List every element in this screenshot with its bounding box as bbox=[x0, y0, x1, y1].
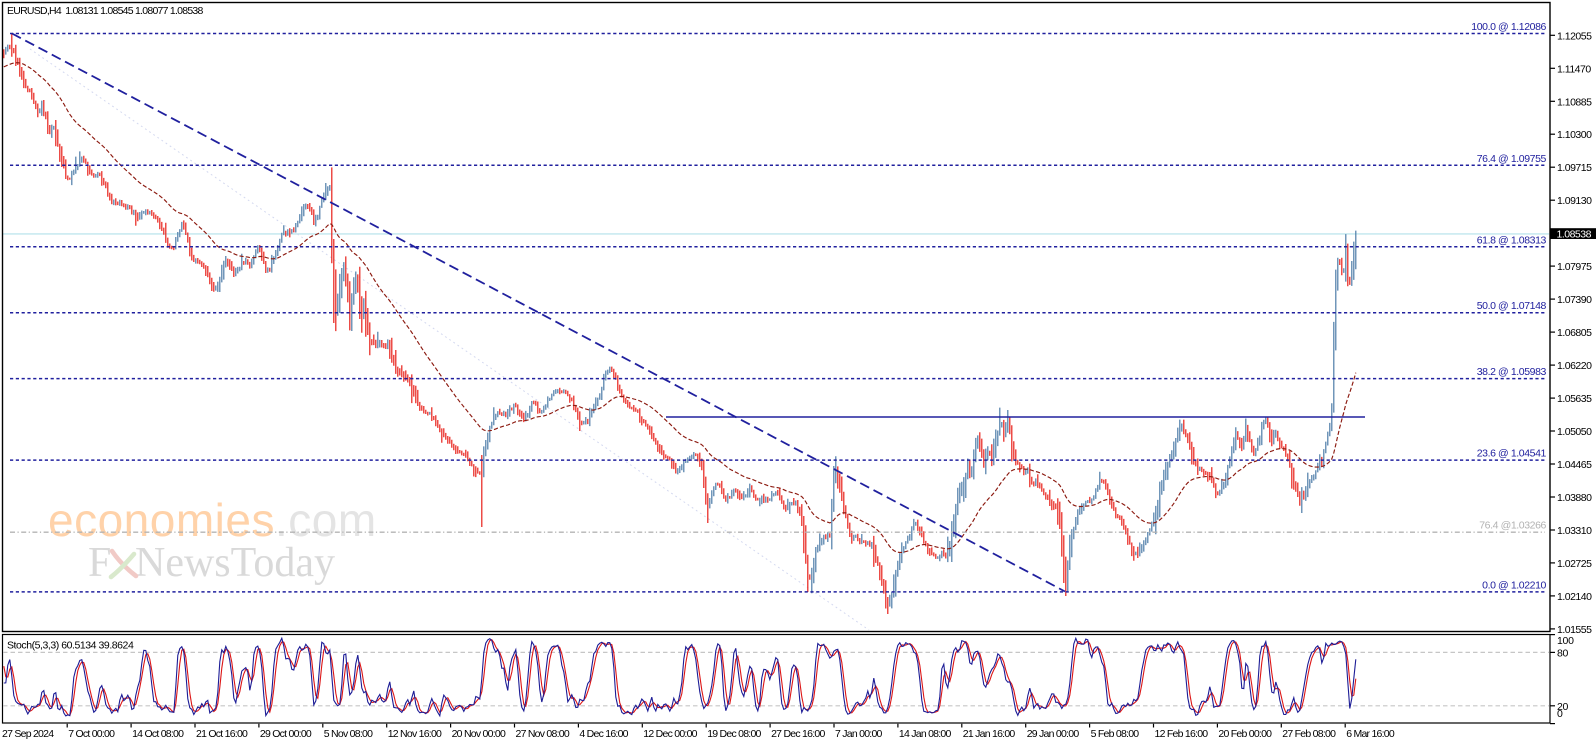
svg-text:100.0 @ 1.12086: 100.0 @ 1.12086 bbox=[1471, 21, 1546, 33]
svg-text:20 Feb 00:00: 20 Feb 00:00 bbox=[1218, 728, 1272, 740]
svg-text:0: 0 bbox=[1557, 708, 1563, 720]
svg-text:6 Mar 16:00: 6 Mar 16:00 bbox=[1346, 728, 1395, 740]
svg-text:1.07975: 1.07975 bbox=[1557, 261, 1592, 273]
svg-text:100: 100 bbox=[1557, 635, 1574, 647]
svg-text:1.01555: 1.01555 bbox=[1557, 624, 1592, 636]
svg-text:12 Feb 16:00: 12 Feb 16:00 bbox=[1155, 728, 1209, 740]
svg-text:1.03880: 1.03880 bbox=[1557, 492, 1592, 504]
svg-text:EURUSD,H4 1.08131 1.08545 1.0: EURUSD,H4 1.08131 1.08545 1.08077 1.0853… bbox=[7, 5, 203, 17]
svg-text:1.04465: 1.04465 bbox=[1557, 459, 1592, 471]
svg-text:5 Nov 08:00: 5 Nov 08:00 bbox=[324, 728, 373, 740]
svg-text:1.10300: 1.10300 bbox=[1557, 129, 1592, 141]
svg-text:1.08538: 1.08538 bbox=[1557, 228, 1592, 240]
svg-text:1.09130: 1.09130 bbox=[1557, 195, 1592, 207]
svg-text:1.12055: 1.12055 bbox=[1557, 30, 1592, 42]
svg-text:1.05635: 1.05635 bbox=[1557, 393, 1592, 405]
svg-text:12 Dec 00:00: 12 Dec 00:00 bbox=[643, 728, 697, 740]
svg-text:20 Nov 00:00: 20 Nov 00:00 bbox=[452, 728, 506, 740]
svg-text:38.2 @ 1.05983: 38.2 @ 1.05983 bbox=[1477, 366, 1547, 378]
svg-text:21 Jan 16:00: 21 Jan 16:00 bbox=[963, 728, 1016, 740]
svg-text:Stoch(5,3,3) 60.5134 39.8624: Stoch(5,3,3) 60.5134 39.8624 bbox=[7, 640, 134, 652]
svg-text:12 Nov 16:00: 12 Nov 16:00 bbox=[388, 728, 442, 740]
svg-text:14 Oct 08:00: 14 Oct 08:00 bbox=[132, 728, 184, 740]
svg-text:4 Dec 16:00: 4 Dec 16:00 bbox=[579, 728, 628, 740]
svg-text:economies.com: economies.com bbox=[48, 494, 377, 546]
svg-text:NewsToday: NewsToday bbox=[135, 540, 335, 586]
svg-text:1.03310: 1.03310 bbox=[1557, 525, 1592, 537]
svg-text:7 Oct 00:00: 7 Oct 00:00 bbox=[68, 728, 115, 740]
svg-text:50.0 @ 1.07148: 50.0 @ 1.07148 bbox=[1477, 300, 1547, 312]
svg-text:1.09715: 1.09715 bbox=[1557, 162, 1592, 174]
svg-text:27 Dec 16:00: 27 Dec 16:00 bbox=[771, 728, 825, 740]
svg-text:80: 80 bbox=[1557, 647, 1569, 659]
svg-text:1.02140: 1.02140 bbox=[1557, 591, 1592, 603]
svg-text:76.4 @ 1.09755: 76.4 @ 1.09755 bbox=[1477, 153, 1547, 165]
svg-text:21 Oct 16:00: 21 Oct 16:00 bbox=[196, 728, 248, 740]
svg-text:5 Feb 08:00: 5 Feb 08:00 bbox=[1091, 728, 1140, 740]
svg-text:1.07390: 1.07390 bbox=[1557, 294, 1592, 306]
svg-text:20: 20 bbox=[1557, 701, 1569, 713]
svg-text:76.4 @1.03266: 76.4 @1.03266 bbox=[1479, 520, 1546, 532]
svg-text:1.11470: 1.11470 bbox=[1557, 63, 1591, 75]
svg-text:1.06220: 1.06220 bbox=[1557, 360, 1592, 372]
svg-text:1.05050: 1.05050 bbox=[1557, 426, 1592, 438]
svg-text:F: F bbox=[88, 540, 111, 586]
svg-text:0.0 @ 1.02210: 0.0 @ 1.02210 bbox=[1482, 579, 1546, 591]
svg-text:1.02725: 1.02725 bbox=[1557, 558, 1592, 570]
svg-text:27 Nov 08:00: 27 Nov 08:00 bbox=[516, 728, 570, 740]
svg-text:61.8 @ 1.08313: 61.8 @ 1.08313 bbox=[1477, 234, 1547, 246]
svg-text:19 Dec 08:00: 19 Dec 08:00 bbox=[707, 728, 761, 740]
svg-text:23.6 @ 1.04541: 23.6 @ 1.04541 bbox=[1477, 448, 1547, 460]
svg-text:27 Sep 2024: 27 Sep 2024 bbox=[2, 728, 54, 740]
svg-text:29 Oct 00:00: 29 Oct 00:00 bbox=[260, 728, 312, 740]
svg-text:14 Jan 08:00: 14 Jan 08:00 bbox=[899, 728, 952, 740]
svg-text:1.10885: 1.10885 bbox=[1557, 96, 1592, 108]
svg-text:1.06805: 1.06805 bbox=[1557, 327, 1592, 339]
svg-text:29 Jan 00:00: 29 Jan 00:00 bbox=[1027, 728, 1080, 740]
svg-text:7 Jan 00:00: 7 Jan 00:00 bbox=[835, 728, 883, 740]
svg-text:27 Feb 08:00: 27 Feb 08:00 bbox=[1282, 728, 1336, 740]
